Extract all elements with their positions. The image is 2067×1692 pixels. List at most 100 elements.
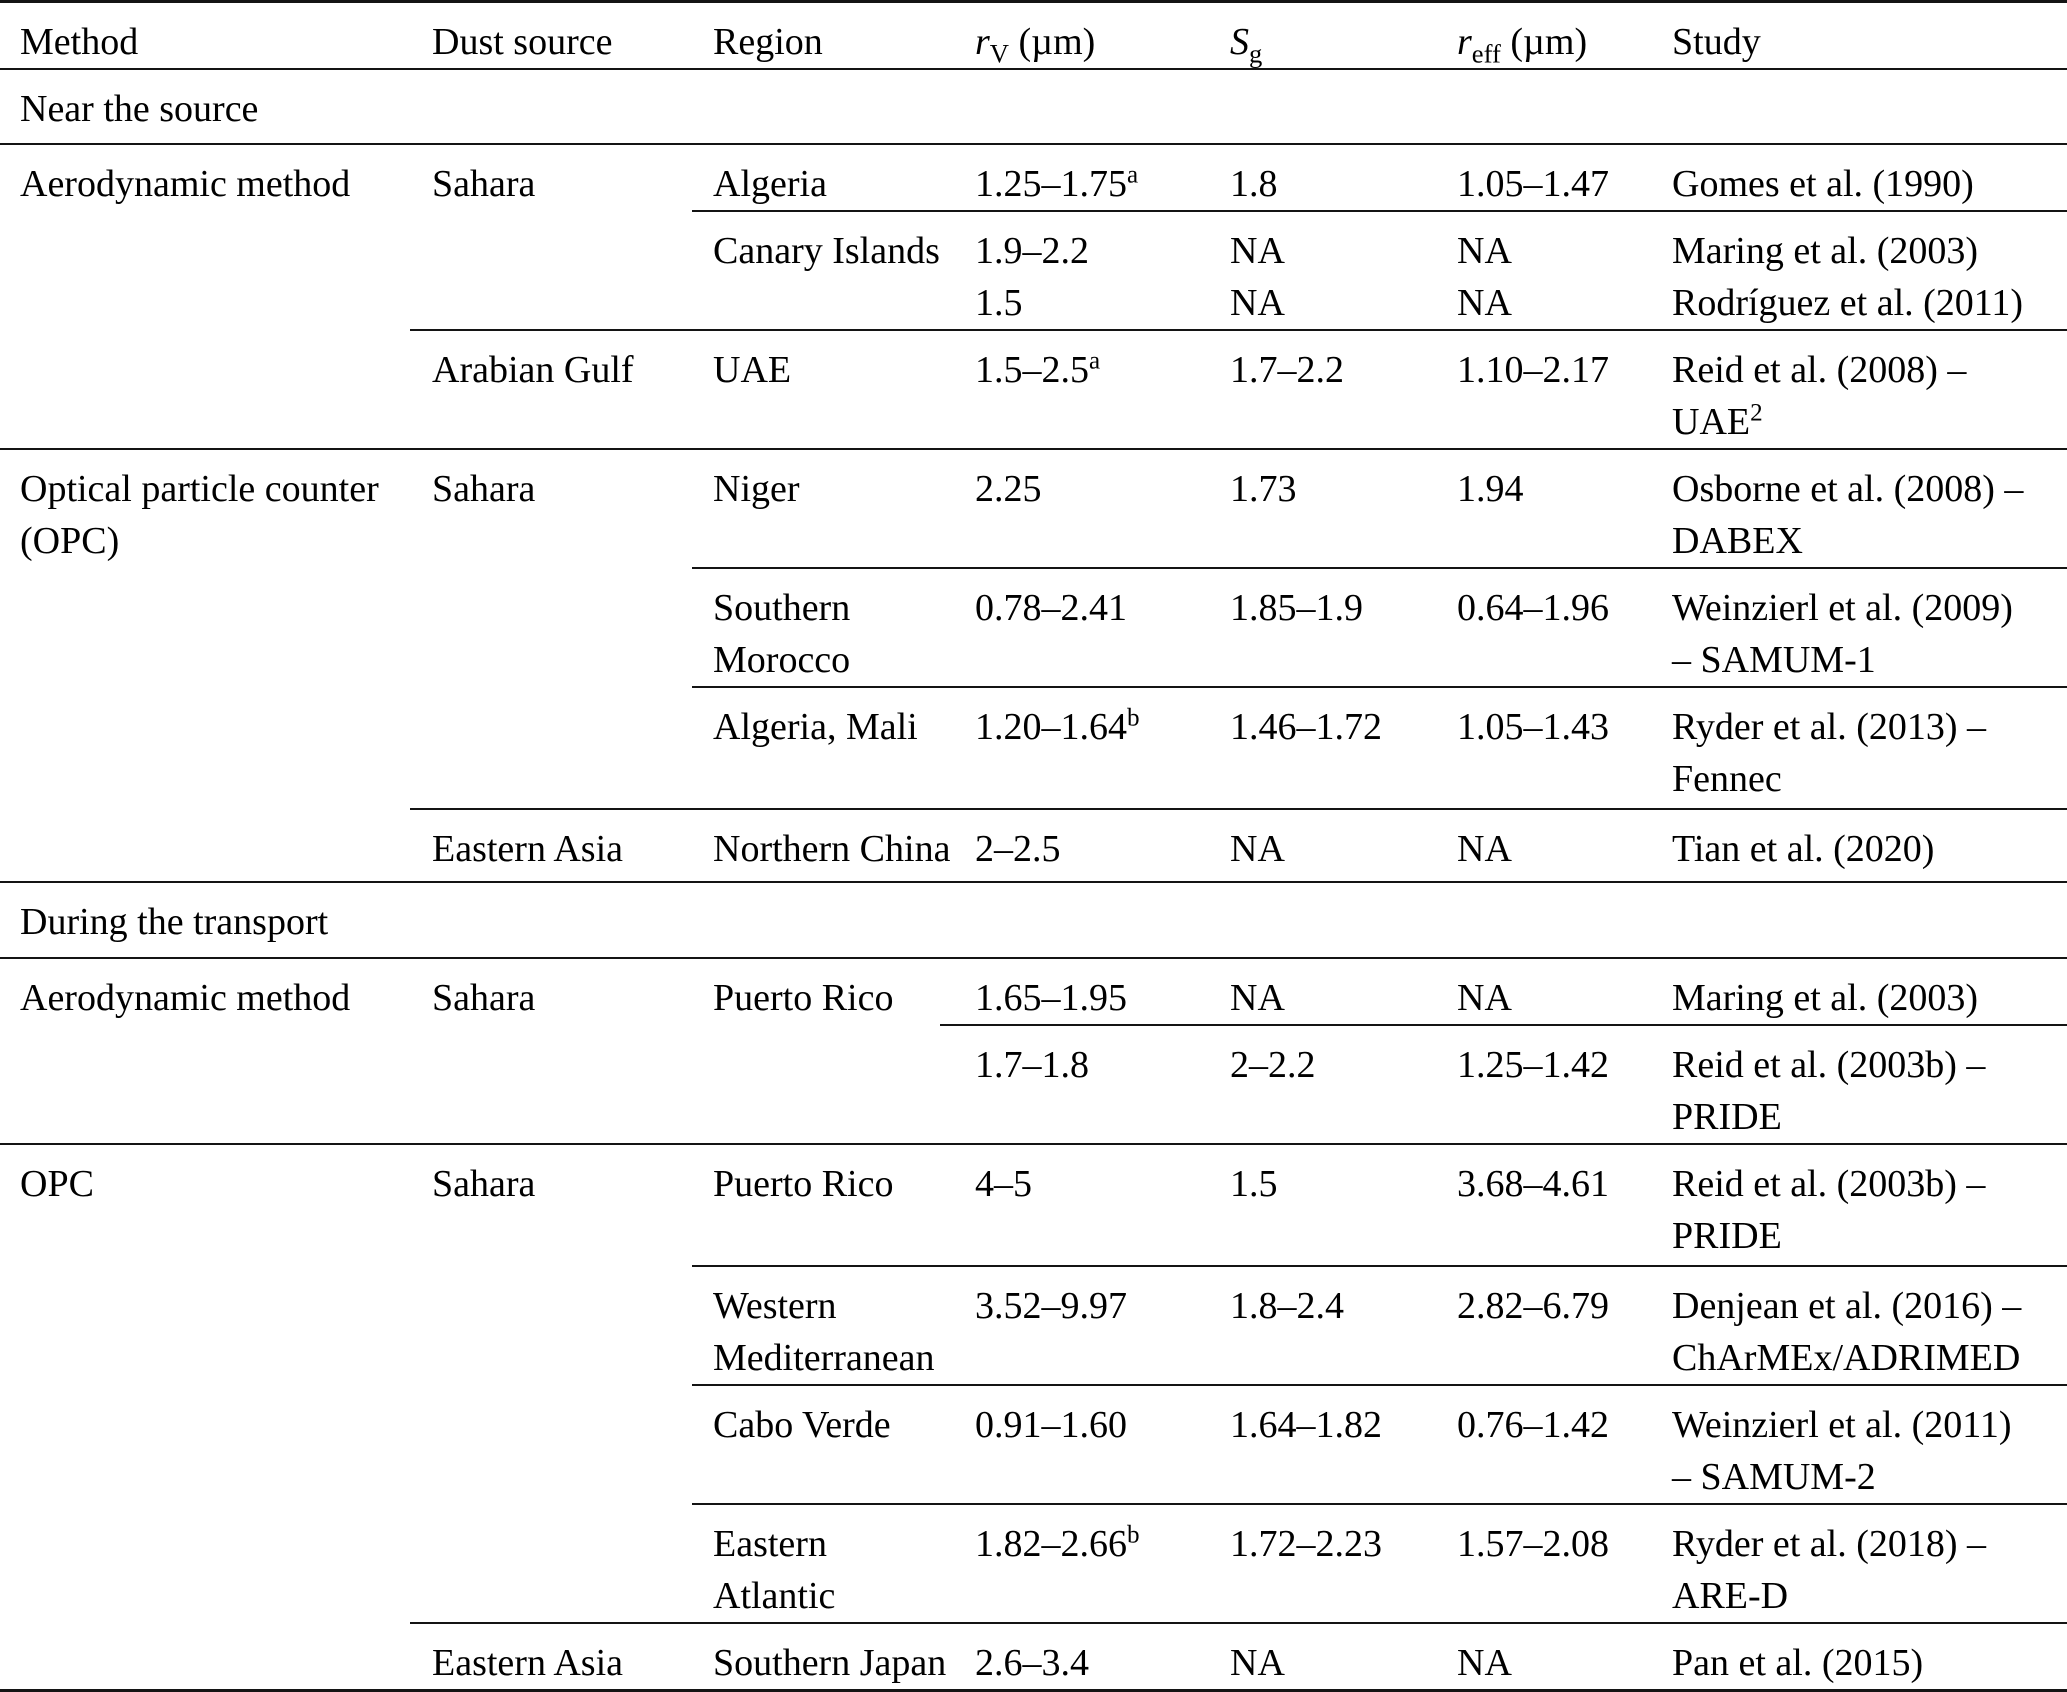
cell-reff: 3.68–4.61 (1457, 1158, 1672, 1210)
section-label-during-transport: During the transport (0, 883, 2067, 957)
cell-region: UAE (713, 344, 975, 396)
table-row-algeria: Aerodynamic method Sahara Algeria 1.25–1… (0, 145, 2067, 210)
cell-sg: 2–2.2 (1230, 1039, 1457, 1091)
cell-text: 1.5 (975, 282, 1023, 324)
cell-text: Reid et al. (2003b) – (1672, 1163, 1986, 1205)
table-subrule (692, 1503, 2067, 1505)
cell-sg: 1.5 (1230, 1158, 1457, 1210)
header-region: Region (713, 16, 975, 68)
cell-text: 2.82–6.79 (1457, 1285, 1609, 1327)
cell-study: Pan et al. (2015) (1672, 1637, 2067, 1689)
cell-text: Eastern (713, 1523, 827, 1565)
cell-method: Optical particle counter (OPC) (20, 463, 432, 567)
cell-text: 1.64–1.82 (1230, 1404, 1382, 1446)
cell-text: 1.94 (1457, 468, 1524, 510)
footnote-marker: a (1127, 161, 1139, 189)
cell-text: Fennec (1672, 758, 1782, 800)
cell-rv: 4–5 (975, 1158, 1230, 1210)
cell-region: Puerto Rico (713, 972, 975, 1024)
table-subrule (692, 210, 2067, 212)
cell-reff: NA NA (1457, 225, 1672, 329)
cell-sg: 1.46–1.72 (1230, 701, 1457, 753)
cell-text: 1.73 (1230, 468, 1297, 510)
cell-sg: 1.72–2.23 (1230, 1518, 1457, 1570)
cell-text: NA (1230, 977, 1285, 1019)
cell-method: OPC (20, 1158, 432, 1210)
cell-study: Ryder et al. (2013) – Fennec (1672, 701, 2067, 805)
cell-sg: 1.8 (1230, 158, 1457, 210)
header-symbol: r (1457, 21, 1472, 63)
cell-text: NA (1230, 828, 1285, 870)
header-unit: (µm) (1009, 21, 1096, 63)
cell-study: Weinzierl et al. (2011) – SAMUM-2 (1672, 1399, 2067, 1503)
table-subrule (692, 567, 2067, 569)
cell-reff: 1.25–1.42 (1457, 1039, 1672, 1091)
table-row-puerto-rico-pride: 1.7–1.8 2–2.2 1.25–1.42 Reid et al. (200… (0, 1026, 2067, 1143)
cell-reff: 1.05–1.47 (1457, 158, 1672, 210)
cell-text: 1.20–1.64b (975, 704, 1140, 748)
cell-text: Niger (713, 468, 800, 510)
cell-text: 3.52–9.97 (975, 1285, 1127, 1327)
cell-text: Ryder et al. (2013) – (1672, 706, 1987, 748)
cell-text: 1.7–2.2 (1230, 349, 1344, 391)
cell-text: PRIDE (1672, 1215, 1782, 1257)
table-row-western-mediterranean: Western Mediterranean 3.52–9.97 1.8–2.4 2… (0, 1267, 2067, 1384)
cell-text: UAE2 (1672, 399, 1763, 443)
table-rule (0, 143, 2067, 145)
cell-study: Reid et al. (2003b) – PRIDE (1672, 1039, 2067, 1143)
cell-region: Algeria (713, 158, 975, 210)
cell-sg: NA (1230, 1637, 1457, 1689)
cell-region: Niger (713, 463, 975, 515)
cell-region: Canary Islands (713, 225, 975, 277)
cell-text: Tian et al. (2020) (1672, 828, 1935, 870)
table-subrule (410, 1622, 2067, 1624)
cell-region: Cabo Verde (713, 1399, 975, 1451)
cell-text: Western (713, 1285, 837, 1327)
cell-study: Gomes et al. (1990) (1672, 158, 2067, 210)
cell-text: 2–2.5 (975, 828, 1061, 870)
cell-text: DABEX (1672, 520, 1803, 562)
cell-reff: NA (1457, 972, 1672, 1024)
table-rule (0, 1143, 2067, 1145)
cell-text: Sahara (432, 977, 536, 1019)
cell-study: Ryder et al. (2018) – ARE-D (1672, 1518, 2067, 1622)
cell-sg: 1.7–2.2 (1230, 344, 1457, 396)
section-title: During the transport (20, 901, 329, 943)
cell-text: ChArMEx/ADRIMED (1672, 1337, 2021, 1379)
cell-text: Weinzierl et al. (2011) (1672, 1404, 2012, 1446)
cell-rv: 1.5–2.5a (975, 344, 1230, 396)
table-row-uae: Arabian Gulf UAE 1.5–2.5a 1.7–2.2 1.10–2… (0, 331, 2067, 448)
cell-text: 2–2.2 (1230, 1044, 1316, 1086)
cell-region: Algeria, Mali (713, 701, 975, 753)
cell-rv: 1.20–1.64b (975, 701, 1230, 753)
table-subrule (410, 329, 2067, 331)
cell-text: Maring et al. (2003) (1672, 977, 1979, 1019)
cell-dust-source: Sahara (432, 463, 713, 515)
cell-text: 3.68–4.61 (1457, 1163, 1609, 1205)
table-row-northern-china: Eastern Asia Northern China 2–2.5 NA NA … (0, 810, 2067, 881)
cell-text: NA (1457, 828, 1512, 870)
footnote-marker: b (1127, 704, 1140, 732)
cell-text: 1.8 (1230, 163, 1278, 205)
cell-reff: NA (1457, 1637, 1672, 1689)
table-rule (0, 881, 2067, 883)
cell-study: Reid et al. (2003b) – PRIDE (1672, 1158, 2067, 1262)
cell-rv: 1.25–1.75a (975, 158, 1230, 210)
cell-reff: 2.82–6.79 (1457, 1280, 1672, 1332)
cell-text: 2.6–3.4 (975, 1642, 1089, 1684)
cell-text: Denjean et al. (2016) – (1672, 1285, 2022, 1327)
table-subrule (692, 686, 2067, 688)
cell-text: Sahara (432, 468, 536, 510)
cell-region: Southern Morocco (713, 582, 975, 686)
table-rule (0, 448, 2067, 450)
cell-text: Morocco (713, 639, 851, 681)
cell-sg: NA (1230, 972, 1457, 1024)
header-reff: reff (µm) (1457, 16, 1672, 68)
cell-reff: 1.05–1.43 (1457, 701, 1672, 753)
cell-text: 1.25–1.75a (975, 161, 1139, 205)
cell-text: NA (1457, 1642, 1512, 1684)
header-study: Study (1672, 16, 2067, 68)
table-rule (0, 68, 2067, 70)
cell-text: 1.57–2.08 (1457, 1523, 1609, 1565)
cell-text: 0.76–1.42 (1457, 1404, 1609, 1446)
